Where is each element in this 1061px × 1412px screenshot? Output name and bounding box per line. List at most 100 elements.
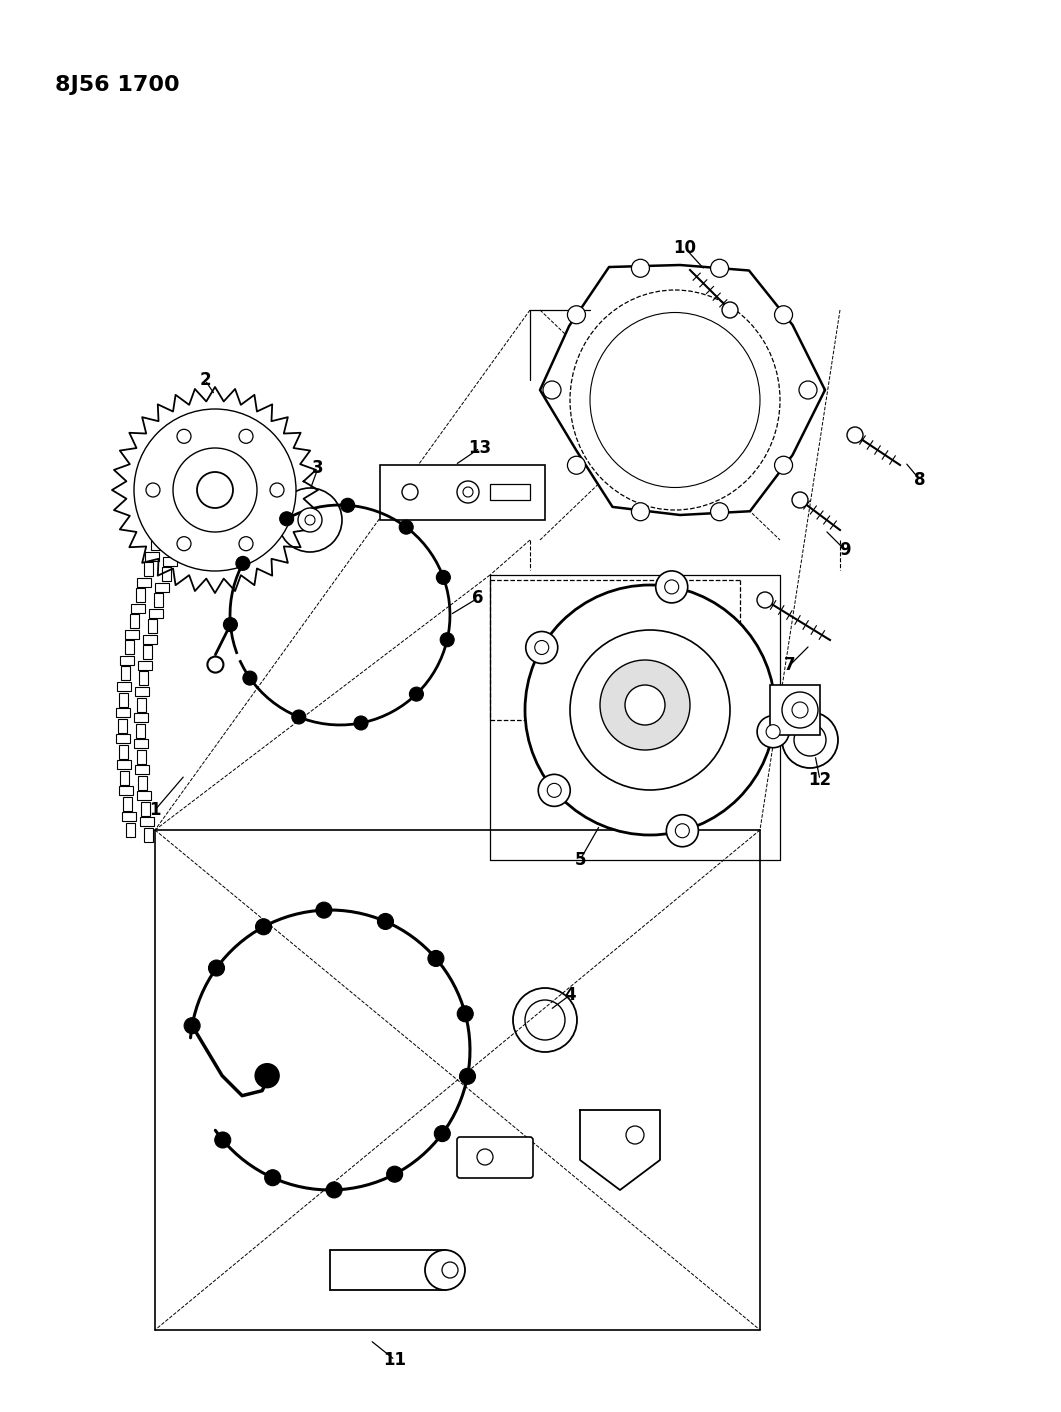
Bar bbox=[122, 812, 136, 822]
Circle shape bbox=[256, 919, 272, 935]
Text: 7: 7 bbox=[784, 657, 796, 674]
Bar bbox=[149, 620, 157, 634]
Text: 6: 6 bbox=[472, 589, 484, 607]
Circle shape bbox=[326, 1182, 342, 1197]
Circle shape bbox=[236, 556, 250, 570]
Bar bbox=[123, 796, 132, 810]
Bar bbox=[330, 1250, 445, 1291]
Bar bbox=[137, 589, 145, 602]
Text: 13: 13 bbox=[469, 439, 491, 457]
Bar bbox=[143, 562, 153, 576]
Circle shape bbox=[410, 688, 423, 702]
Bar bbox=[125, 641, 134, 654]
Circle shape bbox=[631, 503, 649, 521]
Circle shape bbox=[214, 1132, 230, 1148]
Bar bbox=[139, 672, 149, 685]
Circle shape bbox=[459, 1069, 475, 1084]
Circle shape bbox=[440, 633, 454, 647]
Polygon shape bbox=[540, 265, 825, 515]
Circle shape bbox=[626, 1125, 644, 1144]
Circle shape bbox=[631, 260, 649, 277]
Bar bbox=[137, 578, 152, 586]
Bar bbox=[145, 552, 159, 561]
Text: 2: 2 bbox=[199, 371, 211, 388]
Circle shape bbox=[625, 685, 665, 724]
Circle shape bbox=[601, 659, 690, 750]
Bar bbox=[143, 635, 157, 644]
Bar bbox=[131, 614, 139, 628]
Circle shape bbox=[775, 456, 793, 474]
Circle shape bbox=[185, 1018, 201, 1034]
Bar bbox=[121, 666, 131, 681]
Bar bbox=[131, 604, 144, 613]
Bar bbox=[135, 765, 149, 774]
Circle shape bbox=[526, 631, 558, 664]
Circle shape bbox=[305, 515, 315, 525]
Circle shape bbox=[354, 716, 368, 730]
Circle shape bbox=[278, 489, 342, 552]
Bar bbox=[152, 537, 160, 551]
Bar bbox=[161, 568, 171, 582]
Bar bbox=[143, 645, 152, 659]
Circle shape bbox=[568, 456, 586, 474]
Bar bbox=[770, 685, 820, 736]
Circle shape bbox=[711, 503, 729, 521]
Bar bbox=[380, 465, 545, 520]
Bar bbox=[125, 823, 135, 837]
Text: 4: 4 bbox=[564, 986, 576, 1004]
Circle shape bbox=[758, 716, 789, 748]
Circle shape bbox=[775, 306, 793, 323]
Bar bbox=[119, 744, 127, 758]
Circle shape bbox=[535, 641, 549, 655]
Circle shape bbox=[766, 724, 780, 738]
Bar bbox=[116, 734, 129, 743]
Circle shape bbox=[792, 491, 808, 508]
Circle shape bbox=[316, 902, 332, 918]
Polygon shape bbox=[112, 387, 318, 593]
Circle shape bbox=[568, 306, 586, 323]
Circle shape bbox=[239, 537, 253, 551]
Text: 1: 1 bbox=[150, 801, 161, 819]
Bar bbox=[118, 719, 127, 733]
Bar bbox=[136, 688, 150, 696]
Circle shape bbox=[177, 537, 191, 551]
Circle shape bbox=[173, 448, 257, 532]
Circle shape bbox=[799, 381, 817, 400]
Circle shape bbox=[782, 692, 818, 729]
Circle shape bbox=[399, 520, 413, 534]
Bar bbox=[149, 609, 162, 618]
Circle shape bbox=[721, 302, 738, 318]
Circle shape bbox=[442, 1262, 458, 1278]
Circle shape bbox=[525, 585, 775, 834]
Bar bbox=[154, 593, 163, 607]
FancyBboxPatch shape bbox=[457, 1137, 533, 1178]
Circle shape bbox=[209, 960, 225, 976]
Bar bbox=[118, 682, 132, 690]
Bar bbox=[138, 661, 153, 669]
Bar bbox=[141, 802, 150, 816]
Circle shape bbox=[570, 630, 730, 789]
Circle shape bbox=[292, 710, 306, 724]
Circle shape bbox=[243, 671, 257, 685]
Bar bbox=[116, 707, 129, 717]
Circle shape bbox=[664, 580, 679, 594]
Circle shape bbox=[436, 570, 450, 585]
Circle shape bbox=[341, 498, 354, 513]
Circle shape bbox=[847, 426, 863, 443]
Text: 12: 12 bbox=[808, 771, 832, 789]
Bar bbox=[120, 657, 135, 665]
Circle shape bbox=[207, 657, 224, 672]
Circle shape bbox=[255, 1063, 279, 1087]
Bar bbox=[134, 713, 147, 722]
Circle shape bbox=[425, 1250, 465, 1291]
Bar bbox=[170, 541, 178, 555]
Text: 8J56 1700: 8J56 1700 bbox=[55, 75, 179, 95]
Circle shape bbox=[177, 429, 191, 443]
Bar bbox=[153, 525, 167, 535]
Bar bbox=[171, 531, 185, 539]
Bar bbox=[143, 827, 153, 842]
Text: 11: 11 bbox=[383, 1351, 406, 1370]
Circle shape bbox=[477, 1149, 493, 1165]
Circle shape bbox=[197, 472, 233, 508]
Bar bbox=[119, 692, 128, 706]
